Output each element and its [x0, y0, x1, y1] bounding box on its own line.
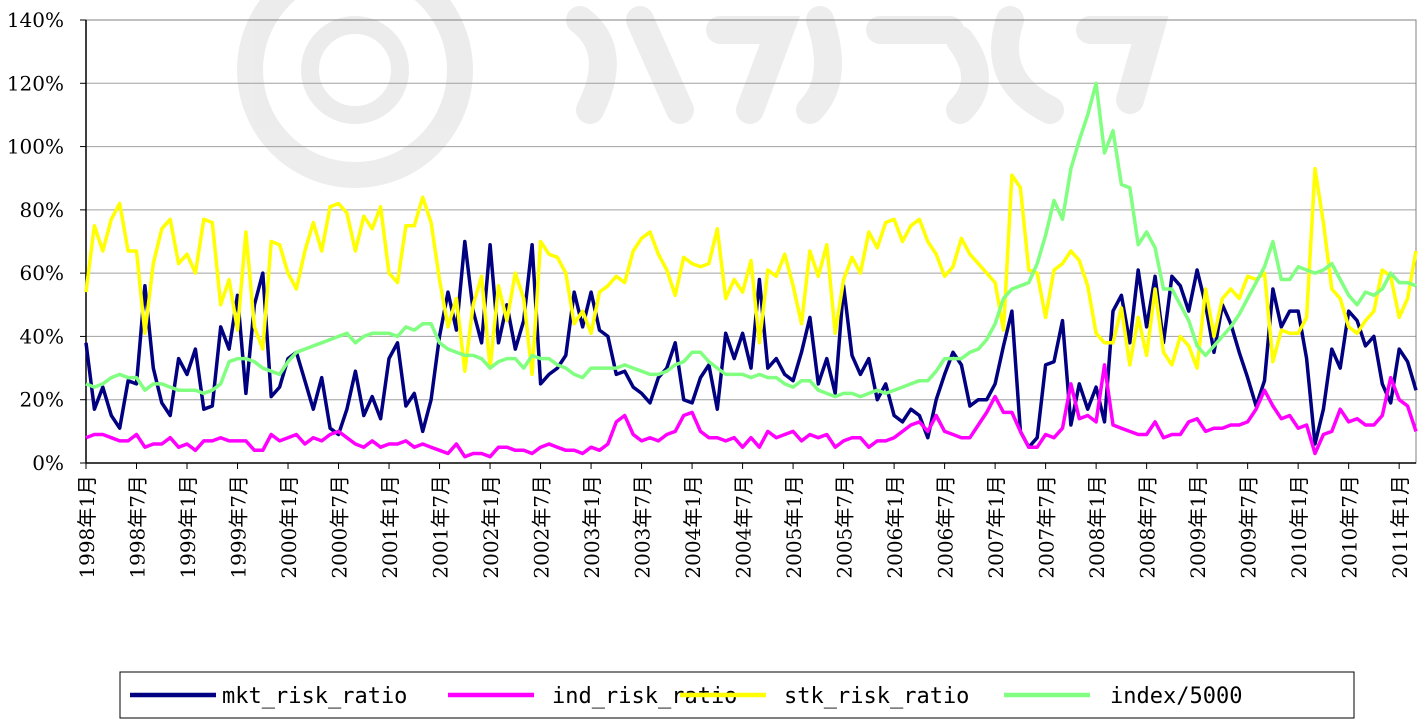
y-axis: 0% 20% 40% 60% 80% 100% 120% 140%: [7, 8, 86, 475]
x-tick-label: 1999年7月: [227, 475, 251, 579]
x-tick-label: 2000年1月: [277, 475, 301, 579]
x-tick-label: 2006年7月: [934, 475, 958, 579]
x-tick-label: 2006年1月: [883, 475, 907, 579]
y-tick-label: 100%: [7, 135, 64, 159]
x-tick-label: 2002年1月: [479, 475, 503, 579]
x-tick-label: 2003年1月: [580, 475, 604, 579]
x-tick-label: 2000年7月: [328, 475, 352, 579]
y-tick-label: 20%: [20, 388, 64, 412]
x-tick-label: 2009年1月: [1186, 475, 1210, 579]
x-tick-label: 2005年7月: [833, 475, 857, 579]
x-tick-label: 2004年1月: [681, 475, 705, 579]
plot-area: [85, 19, 1417, 464]
legend-label: stk_risk_ratio: [784, 684, 969, 709]
y-tick-label: 60%: [20, 261, 64, 285]
y-tick-label: 80%: [20, 198, 64, 222]
legend: mkt_risk_ratio ind_risk_ratio stk_risk_rat…: [119, 671, 1355, 719]
y-tick-label: 0%: [32, 451, 64, 475]
x-tick-label: 2005年1月: [782, 475, 806, 579]
series-line-1: [85, 363, 1418, 459]
x-tick-label: 1998年1月: [75, 475, 99, 579]
x-tick-label: 2011年1月: [1388, 475, 1412, 579]
series-line-2: [84, 166, 1418, 377]
x-tick-label: 2004年7月: [732, 475, 756, 579]
x-tick-label: 2001年7月: [429, 475, 453, 579]
x-tick-label: 2007年1月: [984, 475, 1008, 579]
x-axis: 1998年1月 1998年7月 1999年1月 1999年7月 2000年1月 2000年…: [75, 463, 1412, 579]
x-tick-label: 2010年1月: [1287, 475, 1311, 579]
x-tick-label: 2009年7月: [1237, 475, 1261, 579]
gridlines: [86, 19, 1416, 401]
watermark-logo: [237, 0, 1169, 188]
x-tick-label: 2010年7月: [1338, 475, 1362, 579]
x-tick-label: 2008年7月: [1136, 475, 1160, 579]
series-line-3: [85, 81, 1417, 399]
x-tick-label: 1999年1月: [176, 475, 200, 579]
y-tick-label: 140%: [7, 8, 64, 32]
y-tick-label: 120%: [7, 71, 64, 95]
legend-label: mkt_risk_ratio: [222, 684, 407, 709]
legend-label: index/5000: [1110, 684, 1242, 709]
x-tick-label: 2003年7月: [631, 475, 655, 579]
x-tick-label: 2002年7月: [530, 475, 554, 579]
x-tick-label: 2007年7月: [1035, 475, 1059, 579]
x-tick-label: 2001年1月: [378, 475, 402, 579]
series-line-0: [84, 239, 1418, 449]
y-tick-label: 40%: [20, 324, 64, 348]
series-lines: [84, 81, 1418, 459]
x-tick-label: 1998年7月: [126, 475, 150, 579]
x-tick-label: 2008年1月: [1085, 475, 1109, 579]
